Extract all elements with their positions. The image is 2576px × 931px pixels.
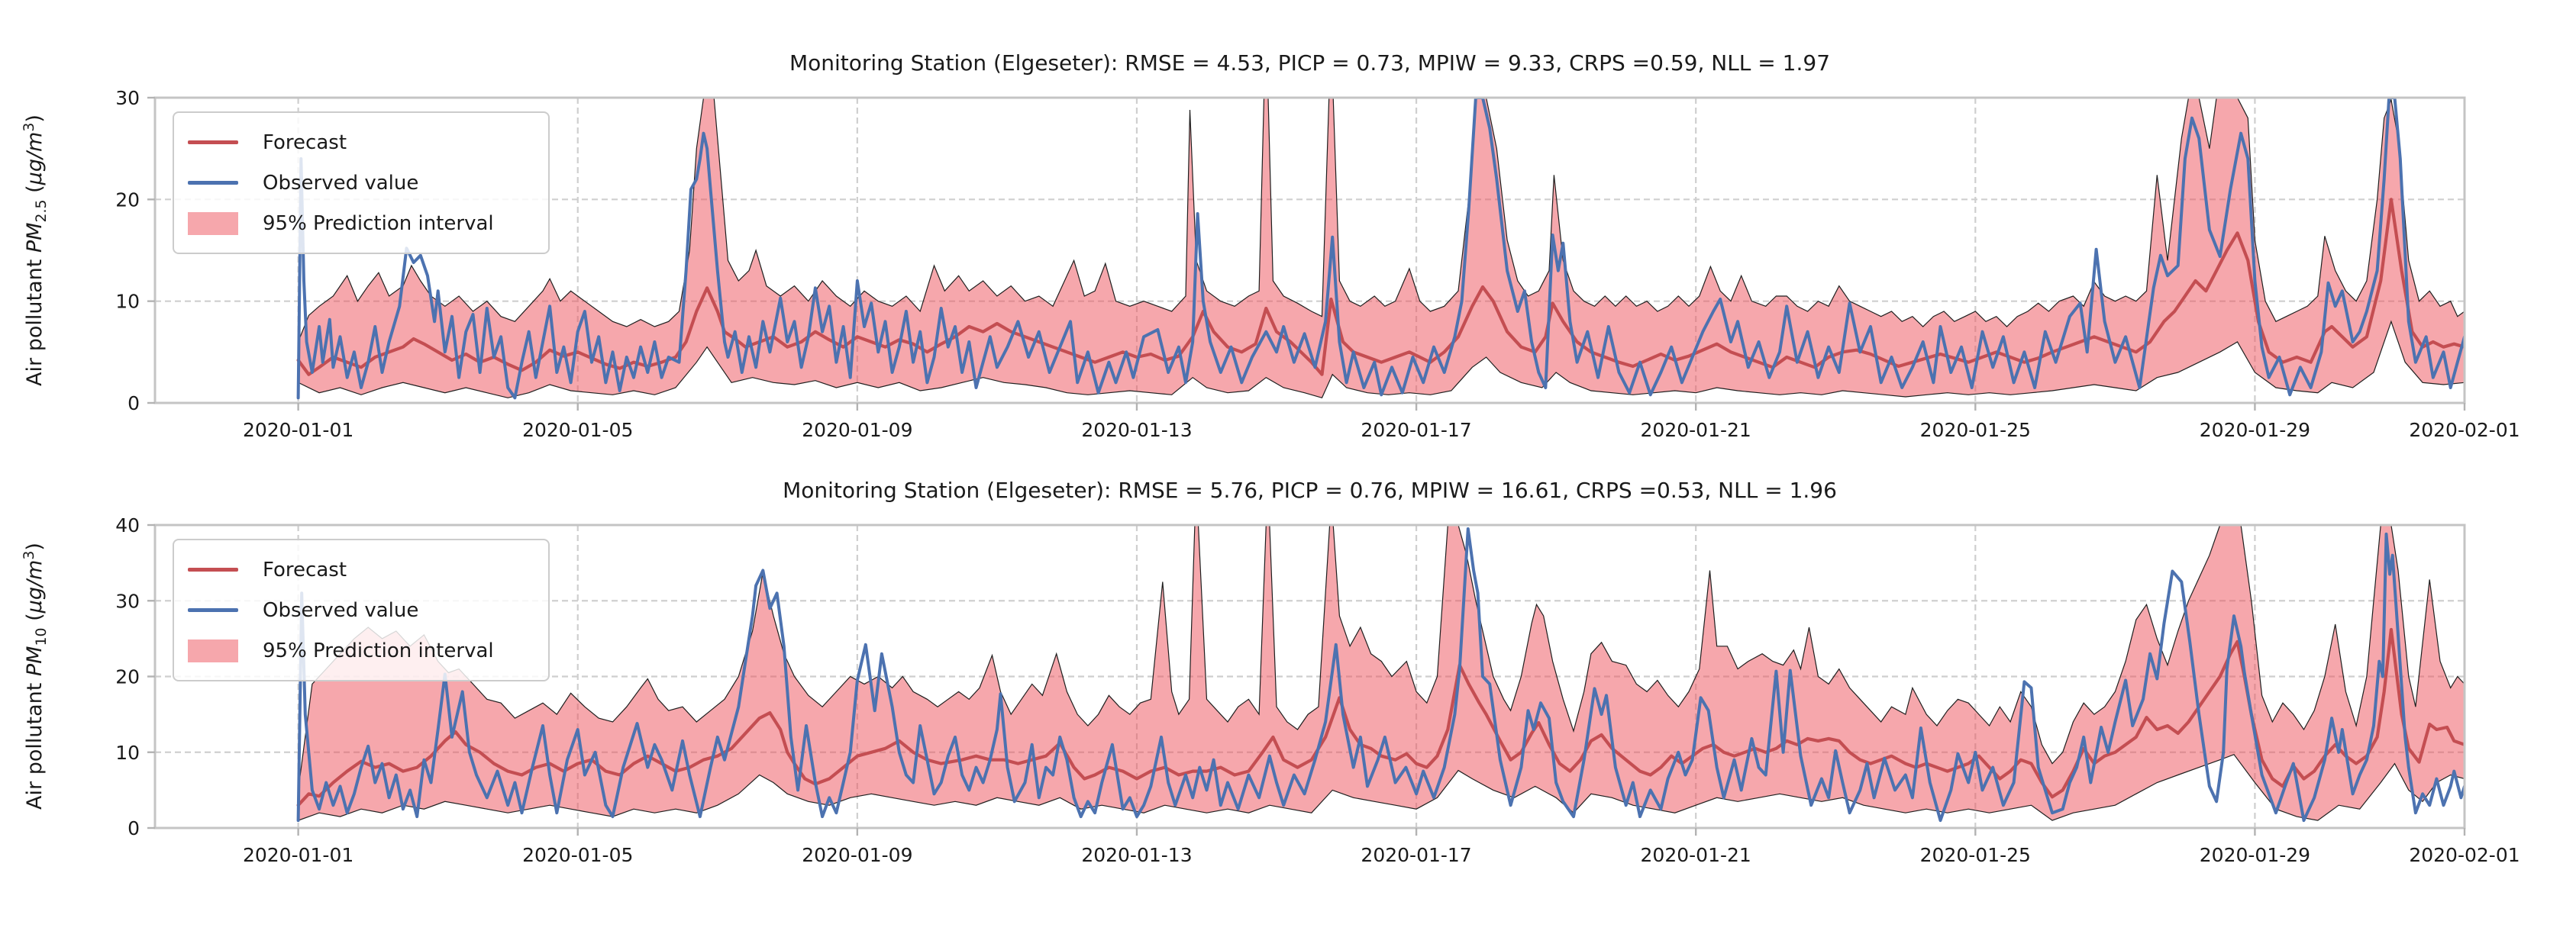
legend-label: Observed value (263, 171, 419, 195)
x-tick-label: 2020-01-01 (243, 844, 353, 866)
x-tick-label: 2020-01-25 (1920, 419, 2031, 441)
x-tick-label: 2020-01-13 (1081, 844, 1192, 866)
plot-border (153, 96, 2466, 404)
ylabel-text: ( (22, 185, 47, 200)
legend-item-forecast: Forecast (188, 549, 534, 590)
y-tick-label: 20 (115, 666, 140, 688)
ylabel-text: ) (22, 114, 47, 123)
x-tick-label: 2020-01-25 (1920, 844, 2031, 866)
forecast-line-swatch (188, 140, 238, 144)
ylabel-text: Air pollutant (22, 676, 47, 810)
chart-title-pm25: Monitoring Station (Elgeseter): RMSE = 4… (789, 50, 1831, 76)
x-tick-label: 2020-01-29 (2200, 419, 2310, 441)
legend: Forecast Observed value 95% Prediction i… (173, 539, 550, 681)
ylabel-text: ( (22, 613, 47, 628)
prediction-interval-band (298, 98, 2465, 399)
x-tick-label: 2020-02-01 (2409, 419, 2520, 441)
ylabel-unit: μg/m (22, 559, 47, 614)
prediction-interval-swatch (188, 639, 238, 662)
legend-label: Forecast (263, 130, 347, 154)
ylabel-sup: 3 (20, 122, 37, 132)
y-tick-label: 40 (115, 514, 140, 536)
x-tick-label: 2020-01-21 (1641, 419, 1751, 441)
legend-label: 95% Prediction interval (263, 211, 494, 235)
legend-item-forecast: Forecast (188, 122, 534, 163)
legend: Forecast Observed value 95% Prediction i… (173, 111, 550, 254)
x-tick-label: 2020-01-09 (802, 419, 912, 441)
prediction-interval-swatch (188, 211, 238, 235)
x-tick-label: 2020-01-13 (1081, 419, 1192, 441)
forecast-line (296, 627, 2465, 807)
x-tick-label: 2020-01-21 (1641, 844, 1751, 866)
legend-item-interval: 95% Prediction interval (188, 203, 534, 243)
legend-label: 95% Prediction interval (263, 639, 494, 662)
y-axis-label-pm25: Air pollutant PM2.5 (μg/m3) (21, 114, 50, 386)
y-tick-label: 10 (115, 291, 140, 313)
y-tick-label: 0 (128, 392, 140, 414)
ylabel-text: ) (22, 543, 47, 551)
legend-item-observed: Observed value (188, 590, 534, 630)
ylabel-var: PM (22, 646, 47, 677)
y-tick-label: 30 (115, 87, 140, 109)
ylabel-sup: 3 (20, 550, 37, 560)
legend-label: Forecast (263, 558, 347, 581)
forecast-line-swatch (188, 568, 238, 572)
legend-item-observed: Observed value (188, 163, 534, 203)
observed-line-swatch (188, 181, 238, 185)
y-tick-label: 0 (128, 817, 140, 839)
x-tick-label: 2020-01-09 (802, 844, 912, 866)
y-axis-label-pm10: Air pollutant PM10 (μg/m3) (21, 543, 50, 810)
prediction-interval-band (298, 525, 2465, 821)
x-tick-label: 2020-01-17 (1361, 844, 1471, 866)
x-tick-label: 2020-02-01 (2409, 844, 2520, 866)
ylabel-unit: μg/m (22, 131, 47, 185)
observed-line (296, 527, 2465, 823)
y-tick-label: 10 (115, 742, 140, 764)
ylabel-sub: 2.5 (33, 199, 50, 223)
x-tick-label: 2020-01-17 (1361, 419, 1471, 441)
ylabel-var: PM (22, 222, 47, 253)
x-tick-label: 2020-01-01 (243, 419, 353, 441)
legend-item-interval: 95% Prediction interval (188, 630, 534, 671)
y-tick-label: 20 (115, 188, 140, 211)
chart-title-pm10: Monitoring Station (Elgeseter): RMSE = 5… (783, 478, 1837, 503)
ylabel-sub: 10 (33, 627, 50, 646)
legend-label: Observed value (263, 598, 419, 622)
observed-line (296, 98, 2465, 400)
x-tick-label: 2020-01-29 (2200, 844, 2310, 866)
ylabel-text: Air pollutant (22, 253, 47, 386)
x-tick-label: 2020-01-05 (522, 844, 633, 866)
x-tick-label: 2020-01-05 (522, 419, 633, 441)
y-tick-label: 30 (115, 590, 140, 612)
observed-line-swatch (188, 608, 238, 612)
